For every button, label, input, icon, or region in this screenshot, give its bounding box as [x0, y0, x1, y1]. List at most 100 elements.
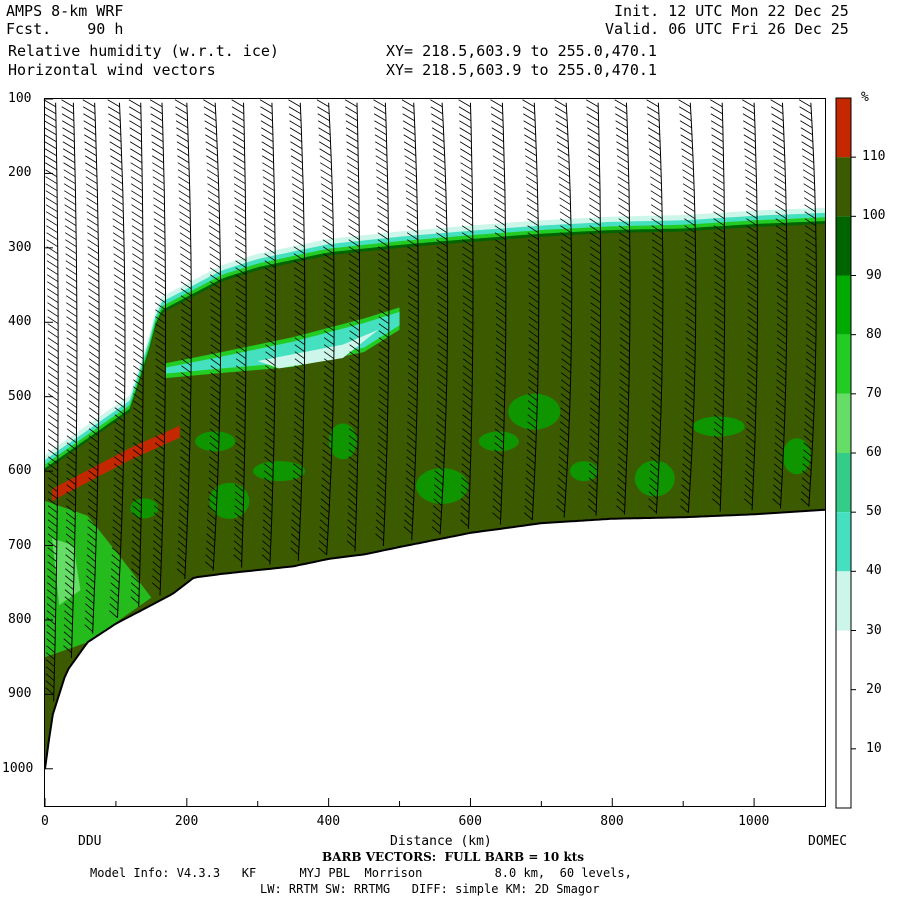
- wind-barb-tick: [619, 302, 631, 311]
- wind-barb-tick: [66, 358, 78, 367]
- wind-barb-tick: [436, 414, 446, 423]
- wind-barb-tick: [47, 526, 58, 535]
- wind-barb-tick: [347, 505, 357, 514]
- wind-barb-tick: [774, 197, 787, 206]
- wind-barb-tick: [712, 162, 724, 171]
- wind-barb-tick: [682, 449, 692, 458]
- wind-barb-tick: [494, 414, 505, 423]
- wind-barb-tick: [555, 120, 568, 129]
- wind-barb-tick: [209, 253, 221, 262]
- wind-barb-tick: [375, 512, 385, 521]
- wind-barb-tick: [174, 99, 188, 108]
- wind-barb-tick: [65, 519, 76, 528]
- wind-barb-tick: [405, 183, 418, 192]
- wind-barb-tick: [375, 162, 388, 171]
- wind-barb-tick: [377, 470, 387, 479]
- wind-barb-tick: [803, 442, 813, 451]
- wind-barb-tick: [155, 428, 165, 437]
- wind-barb-tick: [292, 211, 305, 220]
- wind-barb-tick: [619, 344, 630, 353]
- wind-barb-tick: [235, 435, 246, 444]
- wind-barb-tick: [294, 316, 306, 325]
- wind-barb-tick: [492, 155, 505, 164]
- wind-barb-tick: [587, 141, 600, 150]
- wind-barb-tick: [132, 470, 143, 479]
- wind-barb-tick: [47, 442, 59, 451]
- wind-barb-tick: [47, 372, 59, 381]
- wind-barb-tick: [129, 141, 142, 150]
- wind-barb-tick: [45, 197, 58, 206]
- wind-barb-tick: [131, 526, 142, 535]
- wind-barb-tick: [264, 246, 276, 255]
- wind-barb-tick: [712, 176, 725, 185]
- wind-barb-tick: [346, 162, 359, 171]
- wind-barb-tick: [462, 400, 473, 409]
- wind-barb-tick: [348, 484, 358, 493]
- wind-barb-tick: [88, 421, 99, 430]
- wind-barb-tick: [263, 204, 275, 213]
- wind-barb-tick: [431, 113, 444, 122]
- wind-barb-tick: [685, 316, 696, 325]
- wind-barb-tick: [588, 498, 597, 507]
- wind-barb-column: [430, 99, 449, 535]
- wind-barb-tick: [265, 316, 276, 325]
- wind-barb-tick: [47, 400, 59, 409]
- wind-barb-tick: [209, 281, 221, 290]
- wind-barb-column: [458, 99, 474, 529]
- wind-barb-tick: [684, 239, 696, 248]
- wind-barb-tick: [649, 484, 658, 493]
- wind-barb-tick: [205, 141, 218, 150]
- wind-barb-tick: [527, 428, 537, 437]
- wind-barb-tick: [713, 232, 725, 241]
- wind-barb-tick: [747, 316, 758, 325]
- wind-barb-tick: [84, 134, 97, 143]
- wind-barb-tick: [491, 120, 504, 129]
- wind-barb-tick: [322, 428, 333, 437]
- wind-barb-tick: [155, 414, 166, 423]
- wind-barb-tick: [320, 491, 330, 500]
- wind-barb-tick: [746, 407, 757, 416]
- wind-barb-column: [614, 99, 631, 515]
- wind-barb-tick: [265, 379, 276, 388]
- wind-barb-tick: [684, 218, 696, 227]
- wind-barb-tick: [129, 134, 142, 143]
- wind-barb-tick: [180, 295, 192, 304]
- wind-barb-tick: [619, 337, 630, 346]
- wind-barb-tick: [86, 190, 98, 199]
- wind-barb-tick: [714, 337, 725, 346]
- wind-barb-tick: [66, 330, 78, 339]
- wind-barb-tick: [462, 421, 472, 430]
- wind-barb-tick: [589, 232, 601, 241]
- wind-barb-tick: [773, 155, 786, 164]
- wind-barb-tick: [433, 491, 443, 500]
- wind-barb-tick: [209, 246, 221, 255]
- wind-barb-tick: [376, 498, 386, 507]
- wind-barb-tick: [775, 211, 787, 220]
- wind-barb-tick: [437, 274, 448, 283]
- wind-barb-tick: [435, 456, 445, 465]
- wind-barb-tick: [685, 274, 697, 283]
- wind-barb-tick: [235, 407, 246, 416]
- wind-barb-tick: [265, 386, 276, 395]
- wind-barb-tick: [681, 162, 694, 171]
- wind-barb-tick: [495, 288, 507, 297]
- wind-barb-tick: [176, 141, 189, 150]
- wind-barb-tick: [747, 309, 758, 318]
- wind-barb-tick: [618, 197, 630, 206]
- wind-barb-tick: [320, 505, 330, 514]
- wind-barb-tick: [293, 428, 304, 437]
- wind-barb-tick: [66, 407, 77, 416]
- wind-barb-tick: [176, 568, 186, 577]
- wind-barb-tick: [153, 232, 166, 241]
- wind-barb-tick: [46, 239, 58, 248]
- wind-barb-tick: [66, 428, 77, 437]
- wind-barb-tick: [683, 421, 694, 430]
- wind-barb-tick: [713, 218, 725, 227]
- wind-barb-tick: [774, 176, 786, 185]
- wind-barb-tick: [88, 428, 99, 437]
- wind-barb-tick: [744, 470, 754, 479]
- wind-barb-tick: [45, 687, 55, 696]
- wind-barb-tick: [205, 554, 214, 563]
- wind-barb-tick: [264, 267, 276, 276]
- wind-barb-tick: [152, 554, 162, 563]
